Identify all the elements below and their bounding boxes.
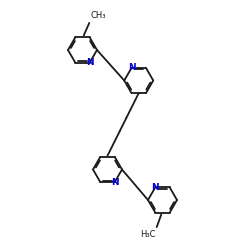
Text: N: N	[152, 183, 159, 192]
Text: N: N	[86, 58, 94, 67]
Text: N: N	[111, 178, 118, 186]
Text: CH₃: CH₃	[90, 12, 106, 20]
Text: N: N	[128, 64, 135, 72]
Text: H₃C: H₃C	[140, 230, 156, 238]
